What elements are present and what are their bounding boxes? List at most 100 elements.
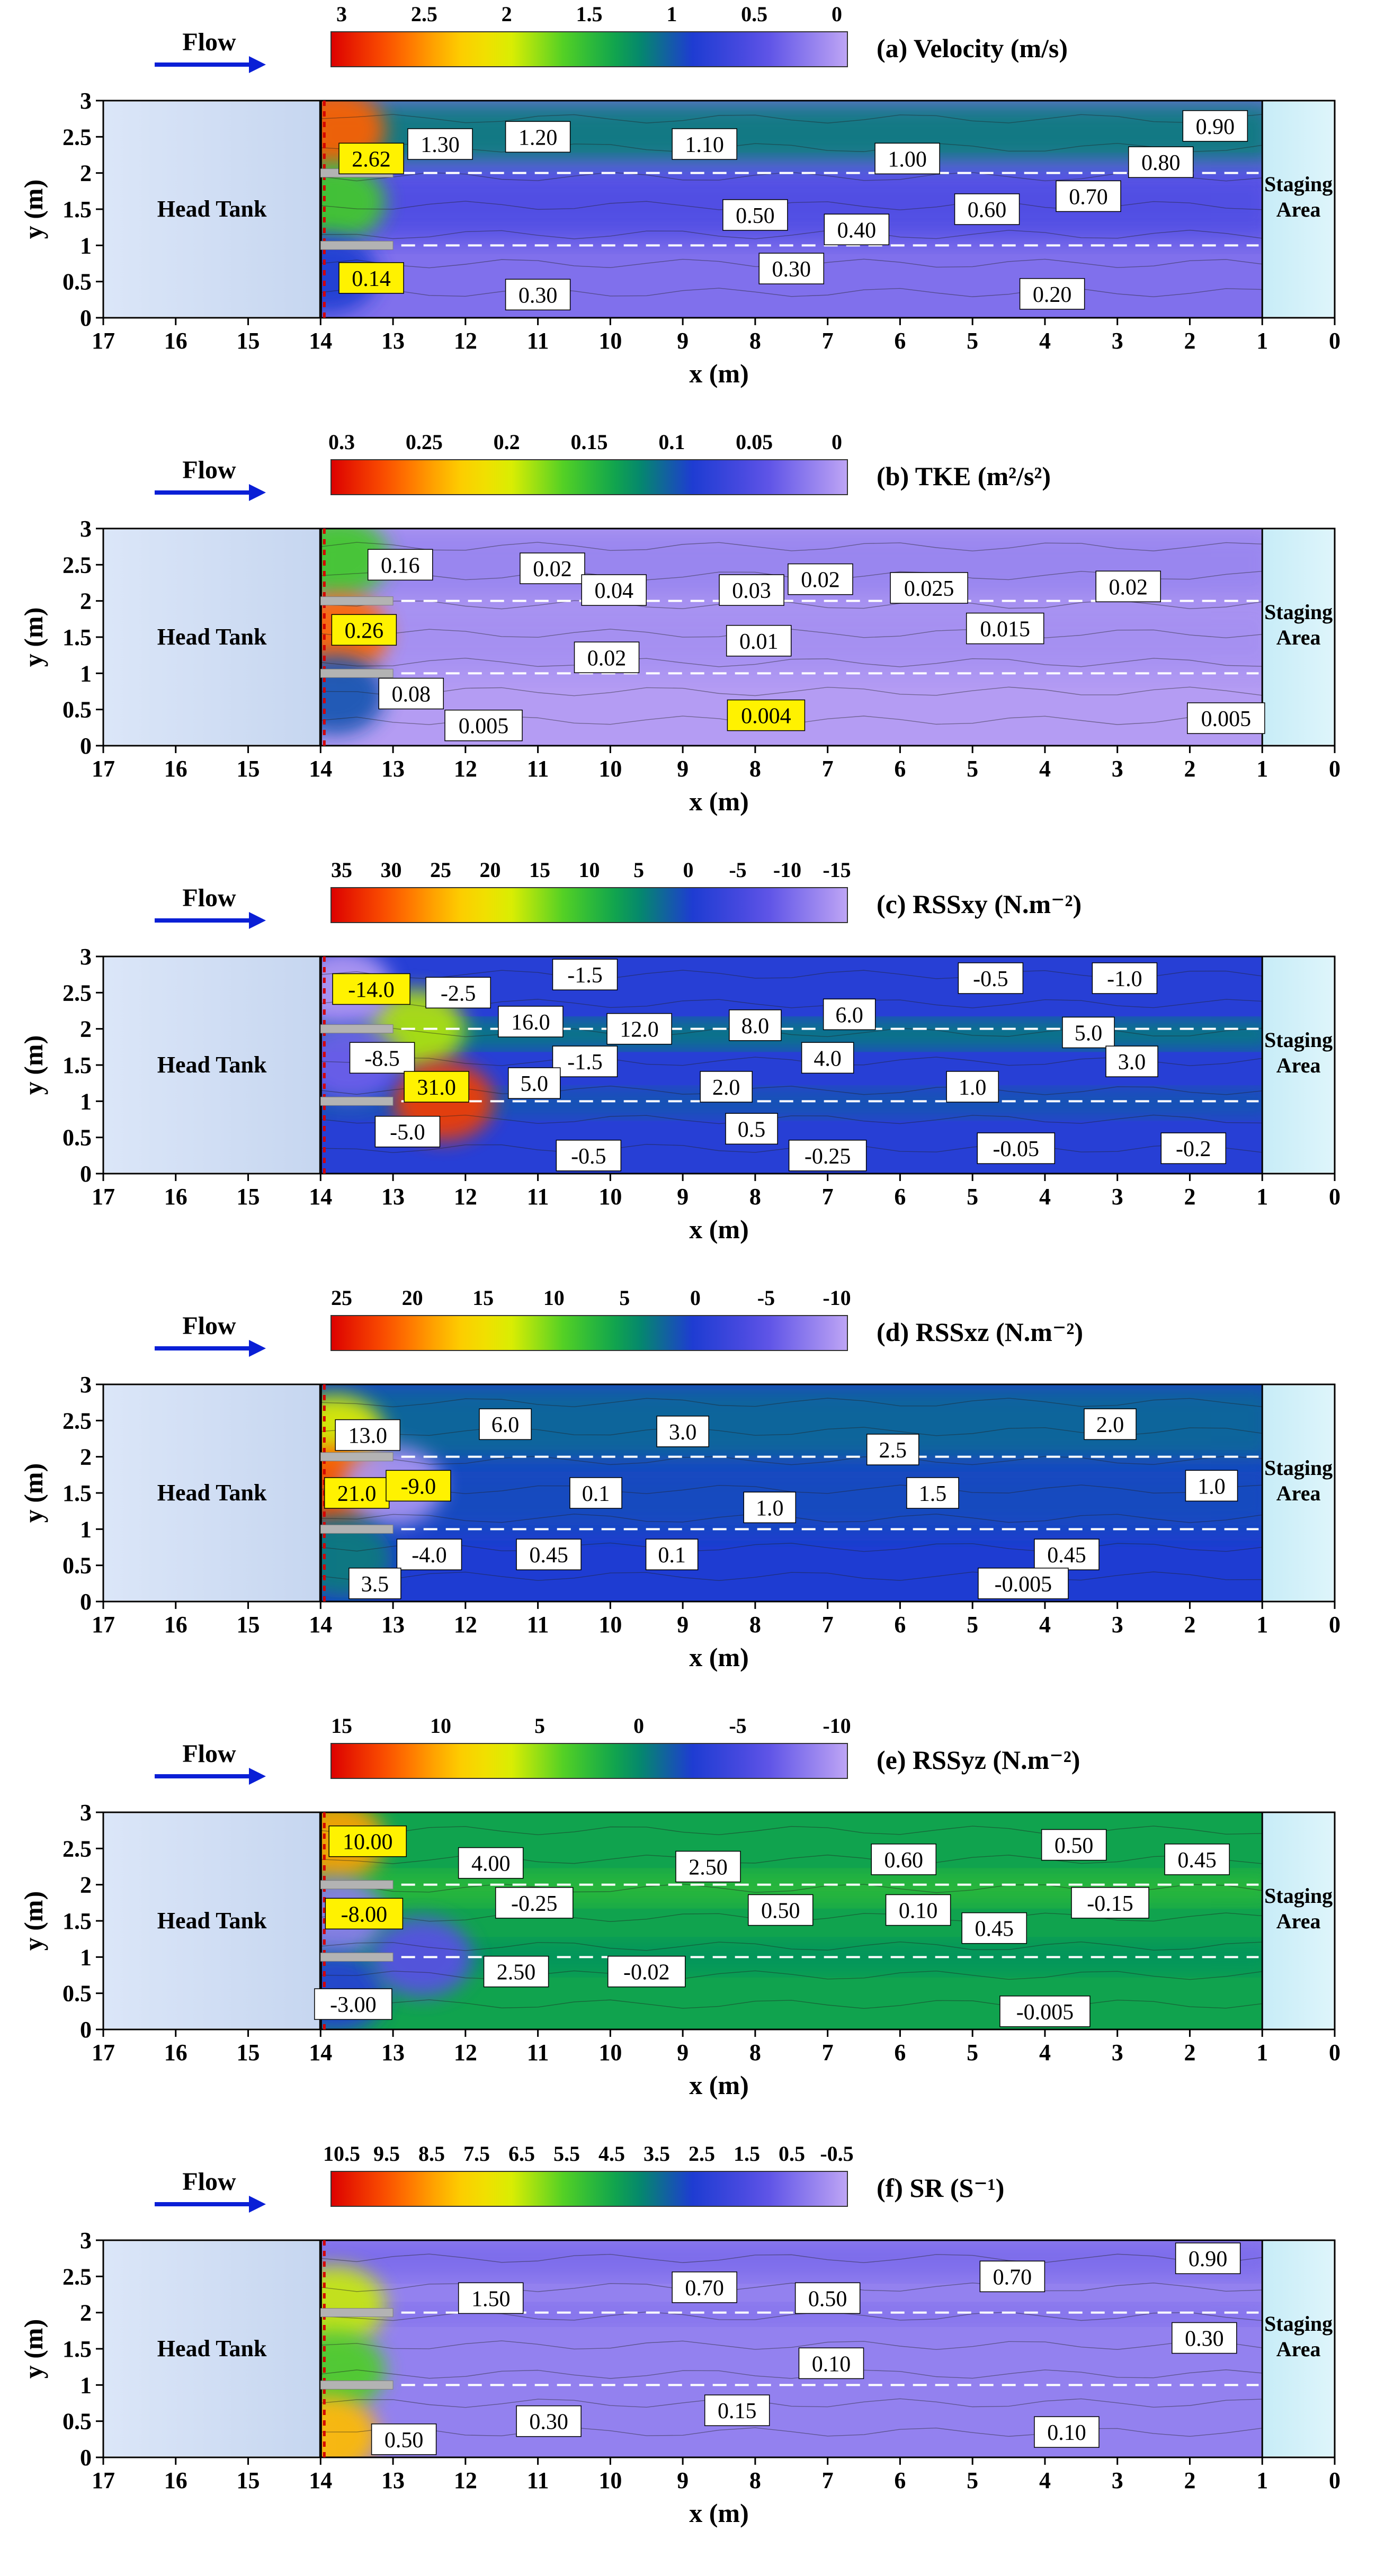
- value-label: 0.20: [1033, 283, 1072, 307]
- value-label: 1.30: [421, 133, 460, 157]
- value-label-box: [675, 1850, 741, 1883]
- contour-line: [320, 1571, 1263, 1581]
- colorbar-tick-label: 25: [430, 858, 451, 882]
- value-label: 5.0: [521, 1072, 549, 1096]
- contour-line: [320, 1999, 1263, 2009]
- value-label: -5.0: [390, 1121, 425, 1145]
- value-label-box: [1034, 2416, 1100, 2448]
- value-label-box: [483, 1955, 549, 1988]
- x-tick-label: 7: [822, 756, 834, 782]
- colorbar-tick-label: 30: [381, 858, 402, 882]
- colorbar-tick-label: 0: [633, 1714, 644, 1738]
- y-axis-label: y (m): [19, 1035, 48, 1095]
- colorbar-tick-label: 15: [472, 1286, 494, 1310]
- x-tick-label: 7: [822, 2467, 834, 2493]
- splitter-plate: [320, 1096, 394, 1106]
- colorbar-tick-label: 0.15: [571, 430, 608, 454]
- y-tick-label: 1: [80, 232, 92, 258]
- value-label-box: [516, 2405, 582, 2437]
- value-label-box: [748, 1894, 814, 1926]
- value-label: 0.90: [1189, 2247, 1228, 2271]
- x-tick-label: 9: [677, 328, 689, 354]
- value-label-box: [1034, 1539, 1100, 1570]
- value-label-box: [729, 1009, 782, 1041]
- value-label-box: [607, 1955, 686, 1988]
- x-tick-label: 15: [237, 1612, 260, 1638]
- x-tick-label: 7: [822, 1184, 834, 1210]
- value-label-box: [331, 614, 397, 646]
- value-label-box: [801, 1042, 854, 1074]
- x-tick-label: 6: [894, 1184, 906, 1210]
- x-tick-label: 11: [527, 756, 549, 782]
- head-tank-region: [104, 2241, 320, 2456]
- contour-line: [320, 2398, 1263, 2408]
- staging-area-label: Area: [1276, 1481, 1321, 1505]
- splitter-plate: [320, 1524, 394, 1534]
- value-label-box: [505, 121, 571, 153]
- value-label-box: [1019, 278, 1085, 310]
- colorbar-tick-label: 15: [331, 1714, 352, 1738]
- flow-arrowhead-icon: [249, 1340, 266, 1357]
- y-tick-label: 2.5: [62, 124, 92, 150]
- contour-line: [320, 1970, 1263, 1980]
- value-label-box: [704, 2394, 770, 2426]
- x-tick-label: 8: [749, 756, 761, 782]
- x-tick-label: 6: [894, 756, 906, 782]
- value-label: -0.15: [1087, 1892, 1133, 1916]
- value-label: 4.00: [471, 1852, 511, 1876]
- value-label-box: [725, 1113, 778, 1145]
- value-label: 31.0: [417, 1076, 456, 1100]
- contour-line: [320, 1455, 1263, 1465]
- value-label: 0.30: [529, 2410, 568, 2435]
- colorbar-tick-label: 0.5: [741, 2, 767, 26]
- value-label: 0.60: [968, 198, 1007, 222]
- x-tick-label: 12: [454, 1184, 477, 1210]
- x-tick-label: 0: [1329, 2467, 1341, 2493]
- value-label: 0.50: [385, 2428, 424, 2453]
- x-tick-label: 7: [822, 328, 834, 354]
- head-tank-label: Head Tank: [157, 2336, 267, 2362]
- y-tick-label: 2.5: [62, 1408, 92, 1434]
- value-label: 0.10: [899, 1899, 938, 1924]
- colorbar-tick-label: 1: [666, 2, 677, 26]
- value-label-box: [425, 977, 491, 1009]
- value-label: -0.25: [805, 1144, 851, 1169]
- splitter-plate: [320, 240, 394, 250]
- colorbar-tick-label: 0: [832, 430, 842, 454]
- value-label-box: [508, 1067, 561, 1099]
- value-label-box: [743, 1491, 796, 1524]
- colorbar-tick-label: 0.05: [736, 430, 773, 454]
- value-label: 5.0: [1075, 1022, 1103, 1046]
- value-label-box: [1071, 1887, 1149, 1919]
- x-tick-label: 14: [309, 2040, 332, 2065]
- value-label-box: [977, 1132, 1055, 1164]
- value-label: 2.5: [879, 1438, 907, 1463]
- staging-area-label: Area: [1276, 625, 1321, 649]
- value-label-box: [966, 612, 1044, 645]
- value-label: 0.50: [736, 204, 775, 228]
- y-tick-label: 1.5: [62, 624, 92, 650]
- colorbar-tick-label: -0.5: [820, 2142, 853, 2166]
- x-tick-label: 16: [164, 1184, 187, 1210]
- value-label-box: [906, 1477, 959, 1509]
- value-label: 3.0: [1118, 1050, 1146, 1075]
- value-label: 6.0: [835, 1003, 863, 1027]
- head-tank-region: [104, 102, 320, 317]
- value-label: 21.0: [337, 1482, 377, 1506]
- x-tick-label: 2: [1184, 2040, 1195, 2065]
- colorbar-tick-label: 0: [832, 2, 842, 26]
- value-label: -4.0: [412, 1543, 447, 1568]
- x-tick-label: 4: [1039, 1184, 1051, 1210]
- value-label: 0.60: [884, 1848, 924, 1873]
- value-label-box: [444, 709, 523, 741]
- contour-line: [320, 542, 1263, 552]
- value-label: -0.5: [973, 967, 1008, 991]
- value-label: 0.005: [459, 714, 509, 739]
- value-label: 0.01: [739, 630, 779, 654]
- x-tick-label: 3: [1112, 1612, 1123, 1638]
- x-tick-label: 10: [598, 2040, 622, 2065]
- field-band: [320, 2240, 1263, 2277]
- x-tick-label: 1: [1256, 328, 1268, 354]
- value-label-box: [581, 574, 647, 606]
- head-tank-region: [104, 1813, 320, 2028]
